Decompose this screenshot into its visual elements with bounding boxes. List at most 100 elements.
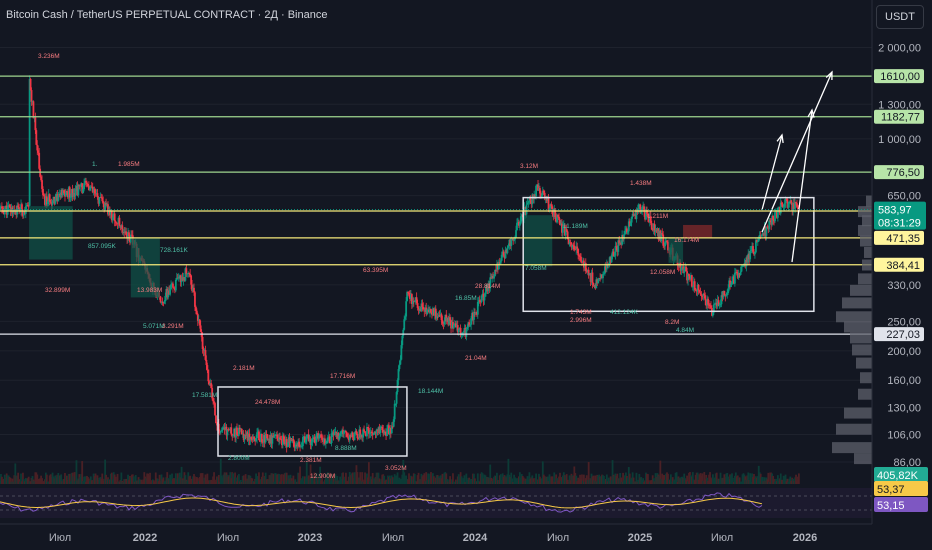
volume-bar [756,476,759,484]
volume-bar [616,473,619,484]
volume-bar [40,475,42,484]
volume-bar [95,477,98,484]
candle-body [539,188,541,194]
candle-body [277,438,279,441]
volume-bar [138,479,141,484]
volume-bar [47,481,50,484]
candle-body [24,206,27,214]
candle-body [412,301,415,302]
candle-body [316,433,319,435]
volume-bar [49,474,52,484]
candle-body [693,281,696,290]
candle-body [725,295,728,297]
volume-bar [253,481,256,484]
volume-bar [351,472,354,484]
volume-bar [402,459,405,484]
volume-bar [701,473,704,484]
candle-body [217,423,220,432]
volume-bar [316,480,319,484]
candle-body [119,225,122,229]
candle-body [502,251,505,256]
volume-bar [46,481,49,484]
volume-bar [395,475,398,484]
candle-body [467,322,470,328]
candle-body [21,204,23,212]
volume-bar [145,478,148,484]
candle-body [561,226,564,233]
volume-label: 1.438M [630,180,652,187]
candle-body [117,217,120,225]
volume-bar [590,473,593,484]
candle-body [383,431,386,434]
candle-body [487,283,490,291]
candle-body [45,196,48,205]
volume-bar [796,480,798,484]
volume-bar [315,472,318,484]
volume-profile-bar [852,344,872,356]
volume-bar [79,476,82,484]
candle-body [204,350,207,360]
level-price-badge [874,69,924,84]
candle-body [733,272,736,284]
volume-bar [735,476,738,484]
candle-body [792,203,795,211]
volume-bar [261,472,264,484]
volume-bar [387,475,389,484]
candle-body [438,314,441,316]
candle-body [423,309,426,312]
candle-body [684,266,687,269]
volume-bar [782,475,785,484]
volume-bar [185,479,188,484]
volume-bar [154,472,157,484]
candle-body [694,289,697,291]
volume-bar [124,478,127,484]
candle-body [539,193,542,198]
candle-body [461,332,464,335]
candle-body [229,427,232,431]
volume-bar [520,474,523,484]
volume-label: 5.071M [143,323,165,330]
candle-body [397,369,400,381]
countdown-label: 08:31:29 [878,218,921,230]
candle-body [604,266,606,274]
candle-body [781,204,784,207]
candle-body [358,429,361,439]
volume-bar [439,475,442,484]
volume-bar [236,481,238,484]
volume-bar [276,474,279,484]
candle-body [733,276,735,284]
candle-body [27,205,30,207]
volume-bar [780,479,783,484]
candle-body [750,249,753,252]
volume-bar [303,476,306,484]
candle-body [368,432,371,434]
candle-body [326,437,329,441]
candle-body [557,214,559,217]
volume-bar [378,478,381,484]
candle-body [66,192,69,198]
volume-bar [528,472,531,484]
volume-bar [0,473,2,484]
volume-bar [1,476,3,484]
candle-body [661,233,664,235]
indicator-badge [874,497,928,512]
volume-bar [262,477,265,484]
candle-body [769,220,772,222]
indicator-badge-label: 53,15 [877,500,905,512]
volume-bar [45,474,48,484]
volume-bar [160,474,163,484]
candle-body [57,195,60,202]
volume-bar [115,481,118,484]
candle-body [772,215,774,220]
volume-bar [618,478,621,484]
volume-bar [754,476,757,484]
volume-bar [3,474,6,484]
currency-button[interactable]: USDT [876,5,924,29]
candle-body [305,434,308,440]
volume-bar [270,473,273,484]
volume-bar [417,472,420,484]
volume-bar [775,478,777,484]
volume-bar [35,472,38,484]
